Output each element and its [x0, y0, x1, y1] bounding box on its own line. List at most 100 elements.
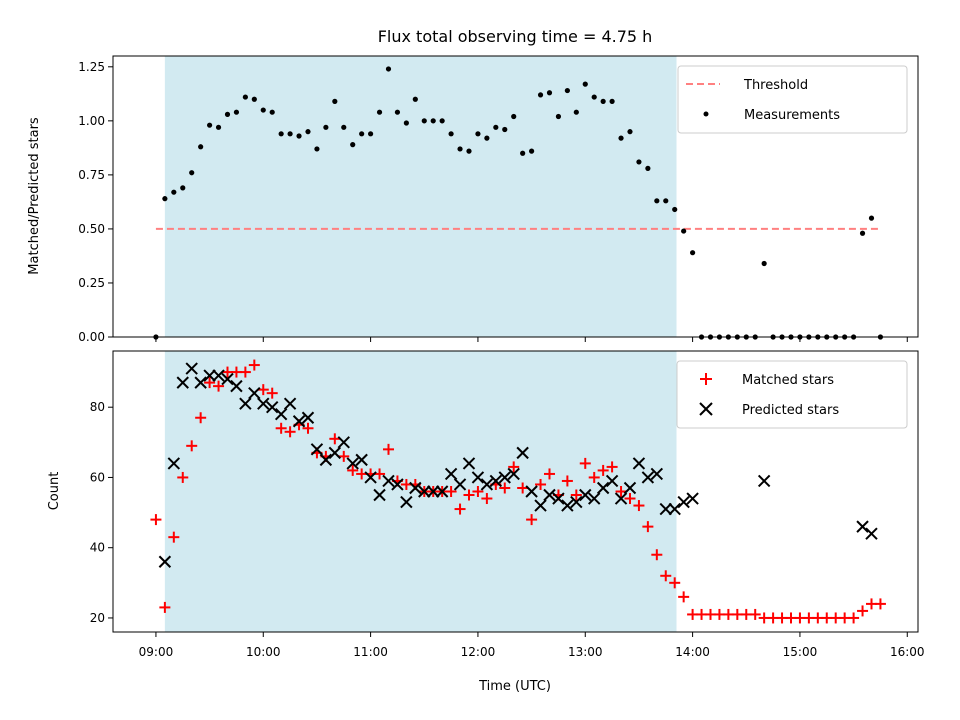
measurement-point: [618, 135, 624, 141]
ratio-panel-y-axis-label: Matched/Predicted stars: [27, 117, 42, 275]
measurement-point: [260, 107, 266, 113]
predicted-star-point: [328, 446, 342, 460]
ratio-panel: 0.00 0.25 0.50 0.75 1.00 1.25 Matched/Predict…: [27, 55, 919, 344]
matched-star-point: [588, 471, 600, 483]
legend-threshold-label: Threshold: [743, 78, 808, 93]
y-tick-label: 80: [90, 400, 105, 414]
y-tick-label: 60: [90, 470, 105, 484]
legend-matched-swatch: [700, 373, 712, 385]
measurement-point: [502, 126, 508, 133]
ratio-panel-frame: [112, 55, 919, 338]
predicted-star-point: [409, 481, 422, 495]
y-tick-label: 1.00: [78, 114, 105, 128]
measurement-point: [242, 94, 248, 100]
matched-star-point: [857, 605, 869, 617]
predicted-star-point: [856, 520, 869, 533]
matched-star-point: [150, 514, 162, 526]
x-tick-label: 11:00: [353, 645, 388, 659]
measurement-point: [421, 118, 427, 124]
measurement-point: [180, 185, 186, 191]
matched-star-point: [570, 489, 582, 501]
matched-star-point: [266, 387, 278, 399]
matched-star-point: [749, 608, 761, 620]
measurement-point: [600, 98, 606, 104]
legend-matched-label: Matched stars: [742, 373, 834, 388]
measurement-point: [645, 165, 651, 171]
measurement-point: [681, 228, 687, 234]
predicted-star-point: [355, 453, 368, 467]
predicted-star-point: [373, 488, 386, 502]
measurement-point: [305, 129, 311, 135]
measurement-point: [511, 113, 517, 120]
predicted-star-point: [266, 400, 279, 414]
matched-star-point: [678, 591, 690, 603]
predicted-star-point: [248, 386, 261, 400]
measurement-point: [394, 109, 401, 115]
matched-star-point: [168, 531, 180, 543]
predicted-star-point: [605, 474, 619, 488]
predicted-star-point: [364, 471, 377, 484]
matched-star-point: [186, 440, 198, 452]
measurement-point: [537, 92, 544, 98]
legend-predicted-label: Predicted stars: [742, 403, 839, 418]
matched-star-point: [213, 380, 225, 392]
predicted-star-point: [632, 457, 646, 470]
predicted-star-point: [257, 397, 270, 410]
y-tick-label: 1.25: [78, 60, 105, 74]
matched-star-point: [347, 464, 359, 476]
measurement-point: [341, 124, 347, 130]
matched-star-point: [248, 359, 260, 371]
predicted-star-point: [337, 436, 350, 449]
predicted-star-point: [435, 485, 449, 498]
predicted-star-point: [650, 467, 664, 481]
predicted-star-point: [346, 457, 359, 470]
predicted-star-point: [614, 492, 628, 505]
y-tick-label: 0.50: [78, 222, 105, 236]
measurement-point: [690, 250, 696, 256]
legend-predicted-swatch: [699, 402, 713, 416]
predicted-star-point: [596, 481, 610, 495]
matched-star-point: [454, 503, 466, 515]
measurement-point: [672, 206, 678, 213]
predicted-star-point: [176, 376, 189, 389]
matched-star-point: [195, 412, 207, 424]
predicted-star-point: [588, 492, 601, 505]
count-panel-legend: Matched stars Predicted stars: [676, 360, 908, 429]
measurement-point: [359, 131, 365, 137]
measurement-point: [314, 146, 320, 152]
matched-star-point: [508, 461, 520, 473]
predicted-star-point: [480, 478, 494, 491]
predicted-star-point: [543, 488, 556, 502]
measurement-point: [573, 109, 579, 115]
x-tick-label: 14:00: [675, 645, 710, 659]
predicted-star-point: [570, 495, 583, 509]
measurement-point: [457, 146, 463, 152]
matched-star-point: [382, 443, 394, 455]
predicted-star-point: [212, 369, 225, 382]
matched-star-point: [239, 366, 251, 378]
observing-interval-shade: [164, 56, 677, 337]
x-tick-label: 13:00: [568, 645, 603, 659]
matched-star-point: [526, 514, 538, 526]
measurement-point: [189, 170, 195, 176]
measurement-point: [233, 109, 240, 115]
measurement-point: [484, 135, 490, 141]
measurement-point: [269, 109, 275, 115]
predicted-star-point: [382, 474, 395, 488]
y-tick-label: 0.25: [78, 276, 105, 290]
measurement-point: [520, 150, 526, 156]
matched-star-point: [874, 598, 886, 610]
predicted-star-point: [319, 453, 333, 467]
measurement-point: [609, 98, 615, 104]
measurement-point: [555, 113, 562, 120]
predicted-star-point: [677, 495, 690, 509]
matched-star-point: [159, 601, 171, 613]
measurement-point: [627, 129, 633, 135]
measurement-point: [430, 118, 436, 124]
predicted-star-point: [239, 397, 252, 410]
matched-star-point: [472, 486, 484, 497]
x-tick-label: 10:00: [246, 645, 281, 659]
measurement-point: [251, 96, 257, 102]
y-tick-label: 20: [90, 611, 105, 625]
y-tick-label: 40: [90, 541, 105, 555]
